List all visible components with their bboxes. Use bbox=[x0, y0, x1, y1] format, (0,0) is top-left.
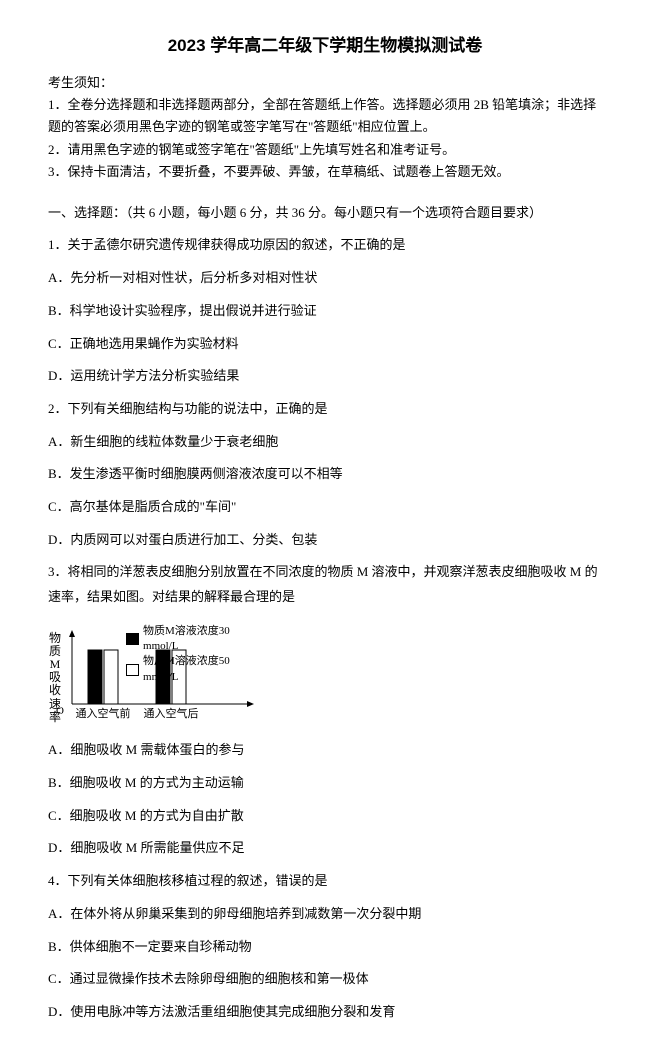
option-d: D．细胞吸收 M 所需能量供应不足 bbox=[48, 836, 602, 861]
chart-container: 物质M吸收速率 O通入空气前通入空气后 物质M溶液浓度30 mmol/L 物质M… bbox=[48, 620, 602, 729]
legend-label: 物质M溶液浓度50 mmol/L bbox=[143, 654, 258, 685]
option-b: B．发生渗透平衡时细胞膜两侧溶液浓度可以不相等 bbox=[48, 462, 602, 487]
option-d: D．运用统计学方法分析实验结果 bbox=[48, 364, 602, 389]
notice-line: 3．保持卡面清洁，不要折叠，不要弄破、弄皱，在草稿纸、试题卷上答题无效。 bbox=[48, 161, 602, 183]
option-a: A．先分析一对相对性状，后分析多对相对性状 bbox=[48, 266, 602, 291]
option-d: D．内质网可以对蛋白质进行加工、分类、包装 bbox=[48, 528, 602, 553]
option-b: B．细胞吸收 M 的方式为主动运输 bbox=[48, 771, 602, 796]
option-a: A．新生细胞的线粒体数量少于衰老细胞 bbox=[48, 430, 602, 455]
question-stem: 4．下列有关体细胞核移植过程的叙述，错误的是 bbox=[48, 869, 602, 894]
option-b: B．科学地设计实验程序，提出假说并进行验证 bbox=[48, 299, 602, 324]
option-b: B．供体细胞不一定要来自珍稀动物 bbox=[48, 935, 602, 960]
question-stem: 2．下列有关细胞结构与功能的说法中，正确的是 bbox=[48, 397, 602, 422]
question-stem: 1．关于孟德尔研究遗传规律获得成功原因的叙述，不正确的是 bbox=[48, 233, 602, 258]
bar-chart: 物质M吸收速率 O通入空气前通入空气后 物质M溶液浓度30 mmol/L 物质M… bbox=[48, 620, 258, 720]
legend-swatch-icon bbox=[126, 664, 139, 676]
notice-line: 2．请用黑色字迹的钢笔或签字笔在"答题纸"上先填写姓名和准考证号。 bbox=[48, 139, 602, 161]
option-a: A．细胞吸收 M 需载体蛋白的参与 bbox=[48, 738, 602, 763]
legend-row: 物质M溶液浓度30 mmol/L bbox=[126, 624, 258, 655]
option-c: C．通过显微操作技术去除卵母细胞的细胞核和第一极体 bbox=[48, 967, 602, 992]
legend-row: 物质M溶液浓度50 mmol/L bbox=[126, 654, 258, 685]
question-stem: 3．将相同的洋葱表皮细胞分别放置在不同浓度的物质 M 溶液中，并观察洋葱表皮细胞… bbox=[48, 560, 602, 609]
chart-y-axis-label: 物质M吸收速率 bbox=[48, 632, 62, 724]
option-c: C．正确地选用果蝇作为实验材料 bbox=[48, 332, 602, 357]
page-title: 2023 学年高二年级下学期生物模拟测试卷 bbox=[48, 30, 602, 62]
notice-block: 考生须知： 1．全卷分选择题和非选择题两部分，全部在答题纸上作答。选择题必须用 … bbox=[48, 72, 602, 182]
legend-label: 物质M溶液浓度30 mmol/L bbox=[143, 624, 258, 655]
option-d: D．使用电脉冲等方法激活重组细胞使其完成细胞分裂和发育 bbox=[48, 1000, 602, 1025]
svg-text:通入空气前: 通入空气前 bbox=[76, 706, 131, 720]
svg-text:通入空气后: 通入空气后 bbox=[144, 706, 199, 720]
chart-legend: 物质M溶液浓度30 mmol/L 物质M溶液浓度50 mmol/L bbox=[126, 624, 258, 686]
option-c: C．高尔基体是脂质合成的"车间" bbox=[48, 495, 602, 520]
notice-line: 1．全卷分选择题和非选择题两部分，全部在答题纸上作答。选择题必须用 2B 铅笔填… bbox=[48, 94, 602, 138]
notice-header: 考生须知： bbox=[48, 72, 602, 94]
option-c: C．细胞吸收 M 的方式为自由扩散 bbox=[48, 804, 602, 829]
legend-swatch-icon bbox=[126, 633, 139, 645]
option-a: A．在体外将从卵巢采集到的卵母细胞培养到减数第一次分裂中期 bbox=[48, 902, 602, 927]
section-heading: 一、选择题：（共 6 小题，每小题 6 分，共 36 分。每小题只有一个选项符合… bbox=[48, 201, 602, 226]
